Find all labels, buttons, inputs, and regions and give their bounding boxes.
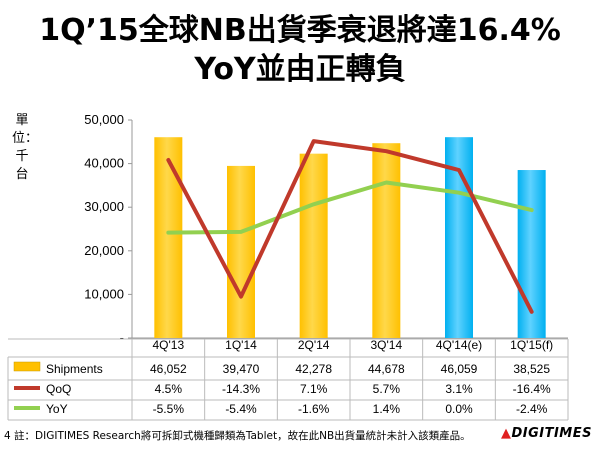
- qoq-value-label: -14.3%: [222, 382, 260, 396]
- category-label: 4Q'14(e): [436, 338, 482, 352]
- chart-title-line2: YoY並由正轉負: [194, 52, 406, 87]
- qoq-line: [166, 139, 534, 314]
- yoy-value-label: -1.6%: [298, 402, 330, 416]
- y-tick-label: 20,000: [84, 243, 124, 258]
- yoy-value-label: 1.4%: [373, 402, 401, 416]
- legend-label-qoq: QoQ: [46, 382, 71, 396]
- shipment-bar: [299, 153, 328, 338]
- legend-label-yoy: YoY: [46, 402, 68, 416]
- category-label: 3Q'14: [371, 338, 403, 352]
- yoy-value-label: -5.4%: [225, 402, 257, 416]
- shipments-value-label: 46,059: [441, 362, 478, 376]
- shipments-value-label: 39,470: [223, 362, 260, 376]
- yoy-value-label: -2.4%: [516, 402, 548, 416]
- qoq-value-label: 4.5%: [155, 382, 183, 396]
- category-label: 1Q'14: [225, 338, 257, 352]
- shipments-value-label: 38,525: [513, 362, 550, 376]
- category-label: 4Q'13: [153, 338, 185, 352]
- y-tick-label: 40,000: [84, 156, 124, 171]
- legend-label-shipments: Shipments: [46, 362, 103, 376]
- page-number: 4: [4, 430, 11, 442]
- digitimes-logo: ▲DIGITIMES: [500, 426, 592, 441]
- qoq-value-label: 3.1%: [445, 382, 473, 396]
- qoq-value-label: -16.4%: [513, 382, 551, 396]
- y-tick-label: -: [120, 330, 124, 345]
- brand-text: DIGITIMES: [511, 426, 592, 441]
- shipment-bar: [372, 143, 401, 338]
- y-tick-label: 30,000: [84, 199, 124, 214]
- category-label: 1Q'15(f): [510, 338, 553, 352]
- shipment-bar: [227, 165, 255, 338]
- y-tick-label: 10,000: [84, 286, 124, 301]
- y-tick-label: 50,000: [84, 112, 124, 127]
- shipments-value-label: 42,278: [295, 362, 332, 376]
- chart-title-line1: 1Q’15全球NB出貨季衰退將達16.4%: [39, 13, 561, 48]
- footnote-text: 註：DIGITIMES Research將可拆卸式機種歸類為Tablet，故在此…: [14, 430, 471, 442]
- shipment-bar: [154, 137, 183, 338]
- category-label: 2Q'14: [298, 338, 330, 352]
- legend-key-shipments: [13, 361, 41, 372]
- y-axis-unit-label: 單位：千台: [12, 113, 39, 182]
- footnote: 4 註：DIGITIMES Research將可拆卸式機種歸類為Tablet，故…: [4, 428, 471, 443]
- yoy-value-label: 0.0%: [445, 402, 473, 416]
- qoq-value-label: 7.1%: [300, 382, 328, 396]
- qoq-value-label: 5.7%: [373, 382, 401, 396]
- shipments-value-label: 44,678: [368, 362, 405, 376]
- shipments-value-label: 46,052: [150, 362, 187, 376]
- yoy-value-label: -5.5%: [153, 402, 185, 416]
